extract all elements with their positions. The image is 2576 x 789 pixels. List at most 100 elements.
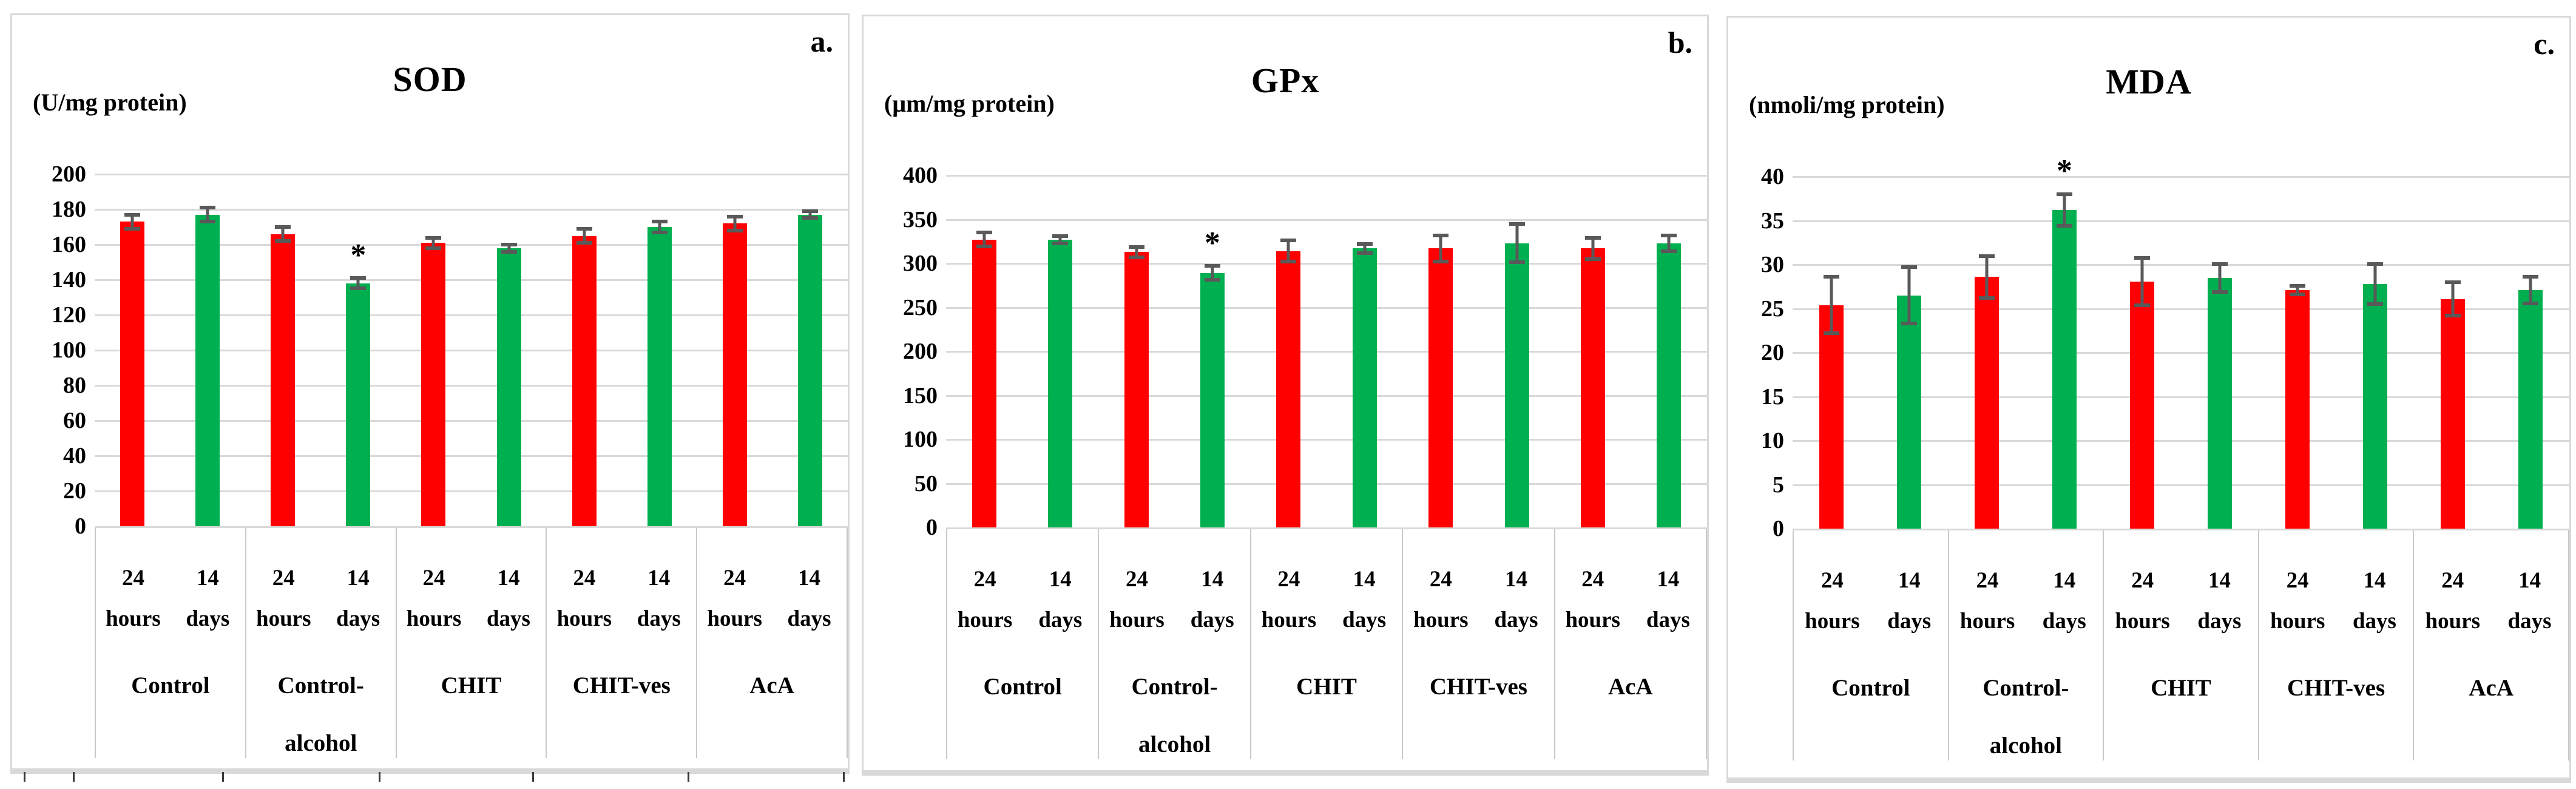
bar-slot: * [1174, 175, 1250, 527]
error-bar-line [2140, 256, 2144, 307]
error-bar [1128, 245, 1144, 259]
subcategory-number: 14 [347, 566, 370, 591]
group-name-line: CHIT [1296, 674, 1357, 700]
error-bar-line [1830, 275, 1833, 335]
bar-group-chit-ves [2259, 177, 2414, 529]
error-bar [1584, 236, 1601, 261]
error-bar [425, 235, 442, 250]
group-name-line: Control [131, 672, 210, 699]
subcategory-14-days: 14 days [321, 567, 396, 630]
error-bar-line [658, 220, 661, 234]
bar-slot [2414, 177, 2492, 529]
error-bar [802, 209, 818, 220]
error-bar-cap-top [802, 209, 818, 214]
subcategory-number: 24 [1126, 567, 1148, 592]
chart-title-sod: SOD [393, 59, 467, 99]
subcategory-14-days: 14 days [2181, 569, 2258, 632]
category-cell-aca: 24 hours 14 days AcA [1553, 529, 1708, 759]
error-bar [200, 206, 216, 224]
bar-group-aca [1555, 175, 1707, 527]
subcategory-row: 24 hours 14 days [697, 528, 847, 630]
error-bar-cap-bottom [501, 249, 517, 254]
subcategory-row: 24 hours 14 days [397, 528, 546, 630]
gridline [946, 263, 1707, 265]
bar-groups-mda: * [1793, 155, 2569, 529]
subcategory-word: hours [106, 606, 161, 631]
y-tick-label: 5 [1773, 472, 1784, 498]
subcategory-number: 14 [2363, 568, 2386, 593]
error-bar-line [733, 214, 737, 232]
subcategory-number: 14 [1657, 567, 1680, 592]
error-bar-line [2063, 192, 2066, 228]
group-name-line: AcA [2469, 675, 2513, 701]
error-bar [1901, 265, 1917, 326]
category-cell-control-alcohol: 24 hours 14 days Control-alcohol [245, 528, 396, 758]
bar-14-days [346, 283, 371, 526]
y-tick-label: 0 [75, 513, 86, 539]
subcategory-word: days [1887, 609, 1932, 634]
y-tick-label: 350 [903, 206, 938, 232]
category-cell-control: 24 hours 14 days Control [946, 529, 1098, 759]
error-bar-line [1363, 242, 1367, 255]
error-bar-line [356, 276, 360, 291]
y-tick-label: 35 [1761, 208, 1784, 234]
x-axis-category-table-gpx: 24 hours 14 days Control 24 hours 14 days Control… [946, 527, 1708, 759]
bar-slot [245, 174, 320, 526]
group-name-line: CHIT [2151, 675, 2211, 701]
error-bar-line [808, 209, 812, 220]
subcategory-word: days [2352, 609, 2396, 634]
chart-header-sod: SOD (U/mg protein) a. [12, 15, 848, 174]
panel-letter-sod: a. [810, 24, 834, 58]
error-bar-line [1286, 239, 1290, 263]
error-bar-line [2451, 280, 2455, 317]
category-cell-aca: 24 hours 14 days AcA [2413, 530, 2569, 760]
bar-slot [1402, 175, 1478, 527]
group-name-label: CHIT-ves [1403, 675, 1553, 699]
bar-24-hours [271, 234, 296, 526]
y-axis-tick-labels-gpx: 0 50 100 150 200 250 300 350 400 [864, 164, 946, 539]
gridline [946, 306, 1707, 309]
y-tick-label: 160 [52, 232, 86, 257]
cropped-artifact-tick [24, 772, 25, 782]
subcategory-14-days: 14 days [2026, 569, 2103, 632]
gridline [1793, 396, 2569, 398]
subcategory-24-hours: 24 hours [2414, 569, 2491, 632]
y-tick-label: 40 [63, 443, 86, 469]
error-bar-cap-bottom [1584, 257, 1601, 261]
bar-24-hours [1428, 248, 1453, 527]
gridline [1793, 352, 2569, 354]
subcategory-word: hours [707, 606, 762, 631]
group-name-label: Control-alcohol [1099, 675, 1249, 756]
error-bar [2057, 192, 2072, 228]
error-bar [1509, 222, 1525, 265]
gridline [946, 483, 1707, 485]
subcategory-number: 24 [573, 566, 596, 591]
error-bar-cap-top [2057, 192, 2072, 197]
subcategory-number: 14 [647, 566, 671, 591]
category-cell-chit: 24 hours 14 days CHIT [2103, 530, 2258, 760]
subcategory-word: days [186, 606, 230, 631]
error-bar-cap-top [275, 225, 291, 229]
subcategory-number: 14 [1353, 567, 1376, 592]
gridline [946, 175, 1707, 177]
error-bar-cap-top [1356, 242, 1373, 246]
bar-14-days [1352, 248, 1377, 527]
error-bar-line [431, 235, 435, 250]
subcategory-number: 24 [272, 566, 295, 591]
error-bar-cap-bottom [1509, 260, 1525, 265]
bar-slot [2492, 177, 2569, 529]
subcategory-number: 14 [1505, 567, 1528, 592]
bar-14-days [496, 248, 521, 526]
plot-row-sod: 0 20 40 60 80 100 120 140 160 180 200 * [12, 163, 848, 538]
error-bar-cap-top [2523, 275, 2538, 279]
y-tick-label: 50 [914, 470, 938, 496]
subcategory-24-hours: 24 hours [1403, 568, 1478, 631]
group-name-line: Control- [277, 672, 364, 699]
significance-asterisk-gpx: * [1204, 225, 1220, 260]
group-name-label: CHIT [397, 674, 546, 697]
error-bar-cap-top [1052, 234, 1069, 239]
bar-slot [1327, 175, 1402, 527]
gridline [95, 244, 848, 246]
group-name-label: AcA [697, 674, 847, 697]
group-name-line: AcA [1608, 674, 1653, 700]
